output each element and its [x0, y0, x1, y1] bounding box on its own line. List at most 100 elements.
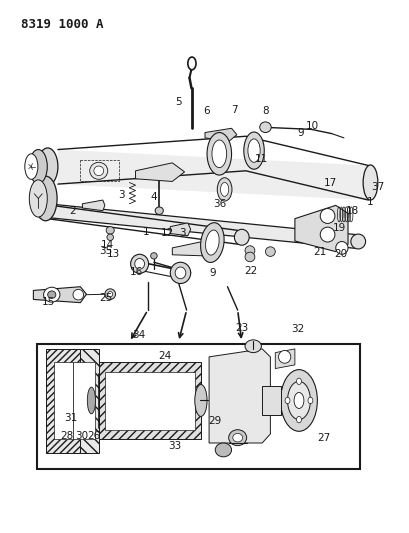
Text: 14: 14	[101, 240, 114, 250]
Text: 9: 9	[209, 268, 215, 278]
Text: 10: 10	[305, 120, 318, 131]
Polygon shape	[105, 372, 194, 430]
Text: 29: 29	[208, 416, 221, 426]
Text: 24: 24	[158, 351, 171, 361]
Ellipse shape	[296, 378, 301, 384]
Ellipse shape	[350, 234, 365, 249]
Polygon shape	[33, 287, 86, 303]
Text: 19: 19	[332, 223, 345, 233]
Text: 2: 2	[69, 206, 75, 216]
Text: 16: 16	[129, 267, 143, 277]
Ellipse shape	[335, 241, 347, 254]
Text: 30: 30	[75, 431, 88, 441]
Ellipse shape	[362, 165, 377, 200]
Polygon shape	[172, 241, 217, 256]
Polygon shape	[54, 362, 73, 439]
Ellipse shape	[105, 289, 115, 300]
Ellipse shape	[296, 416, 301, 423]
Ellipse shape	[228, 430, 246, 446]
Ellipse shape	[47, 291, 56, 298]
Ellipse shape	[29, 150, 47, 183]
Ellipse shape	[135, 259, 144, 269]
Text: 5: 5	[175, 96, 181, 107]
Polygon shape	[47, 204, 355, 248]
Ellipse shape	[284, 397, 289, 403]
Ellipse shape	[155, 207, 163, 214]
Ellipse shape	[34, 176, 57, 221]
Ellipse shape	[287, 381, 310, 419]
Text: 27: 27	[317, 433, 330, 443]
Polygon shape	[209, 349, 270, 443]
Polygon shape	[170, 223, 190, 236]
Text: 23: 23	[235, 322, 248, 333]
Ellipse shape	[43, 287, 60, 302]
Ellipse shape	[170, 262, 190, 284]
Text: 33: 33	[167, 441, 180, 451]
Text: 4: 4	[150, 192, 157, 203]
Text: 7: 7	[231, 104, 238, 115]
Text: 8319 1000 A: 8319 1000 A	[21, 18, 103, 31]
Ellipse shape	[37, 148, 58, 185]
Ellipse shape	[150, 253, 157, 259]
Text: 6: 6	[203, 106, 210, 116]
Ellipse shape	[307, 397, 312, 403]
Ellipse shape	[87, 387, 95, 414]
Ellipse shape	[194, 384, 207, 416]
Ellipse shape	[130, 254, 148, 273]
Ellipse shape	[215, 443, 231, 457]
Ellipse shape	[247, 139, 260, 163]
Polygon shape	[135, 163, 184, 181]
Ellipse shape	[245, 246, 254, 255]
Text: 17: 17	[324, 177, 337, 188]
Ellipse shape	[234, 229, 249, 245]
Text: 34: 34	[132, 329, 145, 340]
Ellipse shape	[73, 289, 83, 300]
Text: 8: 8	[261, 106, 268, 116]
Ellipse shape	[90, 163, 108, 179]
Ellipse shape	[243, 132, 264, 169]
Ellipse shape	[205, 230, 219, 255]
Ellipse shape	[187, 57, 196, 70]
Ellipse shape	[108, 292, 112, 297]
Text: 11: 11	[254, 154, 267, 164]
Polygon shape	[99, 362, 200, 439]
Polygon shape	[274, 349, 294, 368]
Ellipse shape	[245, 340, 261, 353]
Ellipse shape	[106, 227, 114, 234]
Text: 32: 32	[291, 324, 304, 334]
Ellipse shape	[245, 252, 254, 262]
Text: 1: 1	[366, 197, 373, 207]
Ellipse shape	[280, 369, 317, 431]
Text: 1: 1	[142, 227, 149, 237]
Text: 25: 25	[99, 293, 112, 303]
Polygon shape	[262, 386, 280, 415]
Polygon shape	[80, 349, 99, 453]
Ellipse shape	[278, 351, 290, 364]
Ellipse shape	[319, 227, 334, 242]
Text: 28: 28	[60, 431, 73, 441]
Ellipse shape	[94, 166, 103, 175]
Ellipse shape	[107, 234, 113, 240]
Text: 20: 20	[333, 249, 346, 259]
Ellipse shape	[232, 433, 242, 442]
Ellipse shape	[207, 133, 231, 175]
Text: 26: 26	[87, 431, 100, 441]
Text: 13: 13	[107, 249, 120, 259]
Text: 12: 12	[160, 228, 173, 238]
Text: 18: 18	[346, 206, 359, 216]
Polygon shape	[58, 150, 368, 200]
Ellipse shape	[200, 223, 224, 262]
Ellipse shape	[319, 208, 334, 223]
Text: 22: 22	[243, 266, 257, 276]
Text: 21: 21	[313, 247, 326, 256]
Ellipse shape	[293, 392, 303, 408]
Ellipse shape	[217, 177, 231, 201]
Text: 35: 35	[99, 246, 112, 255]
Text: 9: 9	[297, 127, 303, 138]
Text: 31: 31	[64, 413, 77, 423]
Polygon shape	[82, 200, 105, 211]
Text: 36: 36	[212, 199, 225, 209]
Ellipse shape	[175, 267, 185, 279]
Polygon shape	[204, 128, 236, 142]
Ellipse shape	[29, 180, 47, 217]
